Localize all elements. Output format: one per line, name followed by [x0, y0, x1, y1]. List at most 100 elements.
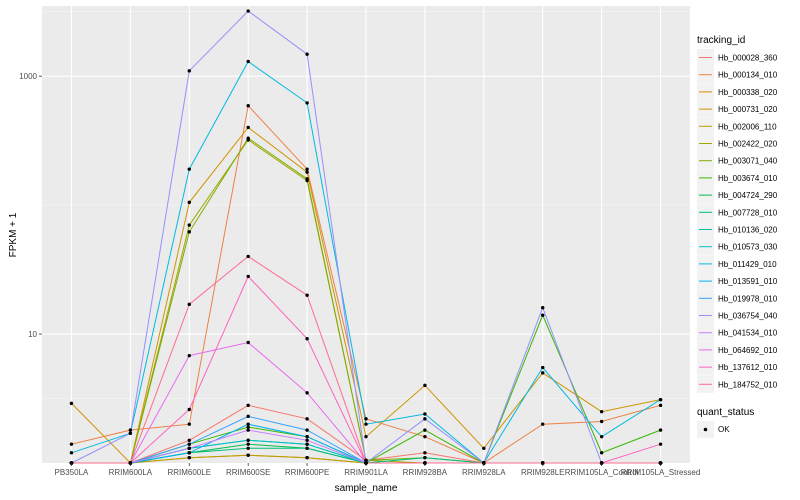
legend-label: Hb_019978_010: [718, 294, 778, 303]
data-point: [187, 407, 191, 412]
x-tick-label: RRIM105LA_Control: [565, 468, 639, 477]
data-point: [658, 442, 663, 446]
legend-label: Hb_000731_020: [718, 105, 778, 114]
data-point: [305, 446, 309, 451]
data-point: [246, 403, 250, 408]
data-point: [187, 230, 191, 234]
x-axis-title: sample_name: [335, 483, 398, 494]
x-axis: PB350LA RRIM600LA RRIM600LE RRIM600SE RRIM60…: [55, 463, 701, 477]
data-point: [305, 434, 309, 439]
data-point: [246, 442, 250, 446]
legend-shape-point: [703, 427, 708, 432]
legend-label: Hb_000338_020: [718, 88, 778, 97]
data-point: [305, 438, 309, 442]
data-point: [482, 446, 486, 451]
legend-label: Hb_010573_030: [718, 243, 778, 252]
x-tick-label: RRIM901LA: [344, 468, 388, 477]
data-point: [246, 428, 250, 432]
data-point: [246, 125, 250, 130]
legend-label: Hb_003674_010: [718, 174, 778, 183]
legend-label: Hb_007728_010: [718, 208, 778, 217]
x-tick-label: RRIM600LE: [167, 468, 211, 477]
data-point: [187, 455, 191, 460]
data-point: [187, 438, 191, 442]
data-point: [128, 428, 133, 432]
data-point: [541, 313, 545, 317]
data-point: [599, 434, 604, 439]
data-point: [246, 104, 250, 108]
data-point: [246, 254, 250, 259]
data-point: [246, 59, 250, 64]
legend-label: Hb_184752_010: [718, 380, 778, 389]
data-point: [246, 422, 250, 426]
legend-label: Hb_041534_010: [718, 329, 778, 338]
x-tick-label: RRIM600SE: [226, 468, 270, 477]
legend-label: Hb_013591_010: [718, 277, 778, 286]
data-point: [246, 438, 250, 442]
y-tick-label: 10: [28, 330, 37, 339]
data-point: [423, 455, 427, 460]
data-point: [423, 434, 427, 439]
data-point: [187, 422, 191, 426]
data-point: [187, 451, 191, 455]
data-point: [187, 200, 191, 205]
data-point: [364, 422, 368, 426]
legend-label: Hb_011429_010: [718, 260, 777, 269]
data-point: [305, 455, 309, 460]
data-point: [69, 442, 74, 446]
data-point: [305, 170, 309, 174]
legend-label: Hb_036754_040: [718, 312, 778, 321]
data-point: [541, 365, 545, 370]
data-point: [305, 293, 309, 297]
legend-label: Hb_010136_020: [718, 226, 778, 235]
data-point: [187, 69, 191, 73]
data-point: [541, 306, 545, 310]
data-point: [305, 391, 309, 395]
data-point: [423, 383, 427, 388]
legend: tracking_id Hb_000028_360 Hb_000134_010 Hb…: [697, 35, 778, 438]
x-tick-label: RRIM600LA: [109, 468, 153, 477]
x-tick-label: RRIM105LA_Stressed: [621, 468, 701, 477]
data-point: [599, 419, 604, 424]
data-point: [305, 337, 309, 341]
data-point: [541, 422, 545, 426]
data-point: [658, 403, 663, 408]
data-point: [599, 451, 604, 455]
data-point: [305, 428, 309, 432]
data-point: [364, 417, 368, 421]
data-point: [541, 371, 545, 375]
data-point: [187, 442, 191, 446]
data-point: [658, 428, 663, 432]
y-axis-title: FPKM + 1: [8, 212, 19, 257]
data-point: [69, 451, 74, 455]
data-point: [599, 409, 604, 414]
x-tick-label: RRIM928LA: [462, 468, 506, 477]
data-point: [423, 412, 427, 416]
data-point: [187, 223, 191, 227]
data-point: [187, 446, 191, 451]
legend-label: Hb_002006_110: [718, 122, 777, 131]
grid-major: [42, 6, 690, 463]
legend-label: Hb_000028_360: [718, 54, 778, 63]
y-tick-label: 1000: [19, 72, 37, 81]
legend-shape-title: quant_status: [697, 407, 754, 418]
legend-title: tracking_id: [697, 35, 745, 46]
data-point: [246, 340, 250, 345]
x-tick-label: RRIM928LE: [521, 468, 565, 477]
legend-label: Hb_064692_010: [718, 346, 778, 355]
series-points: [69, 9, 663, 465]
data-point: [305, 417, 309, 421]
legend-label: Hb_003071_040: [718, 157, 778, 166]
legend-label: Hb_000134_010: [718, 71, 778, 80]
data-point: [423, 417, 427, 421]
data-point: [246, 9, 250, 13]
data-point: [364, 458, 368, 462]
data-point: [246, 274, 250, 279]
data-point: [246, 136, 250, 140]
y-axis: 10 1000: [19, 72, 42, 339]
data-point: [69, 401, 74, 406]
x-tick-label: RRIM600PE: [285, 468, 329, 477]
data-point: [246, 414, 250, 419]
data-point: [305, 442, 309, 446]
